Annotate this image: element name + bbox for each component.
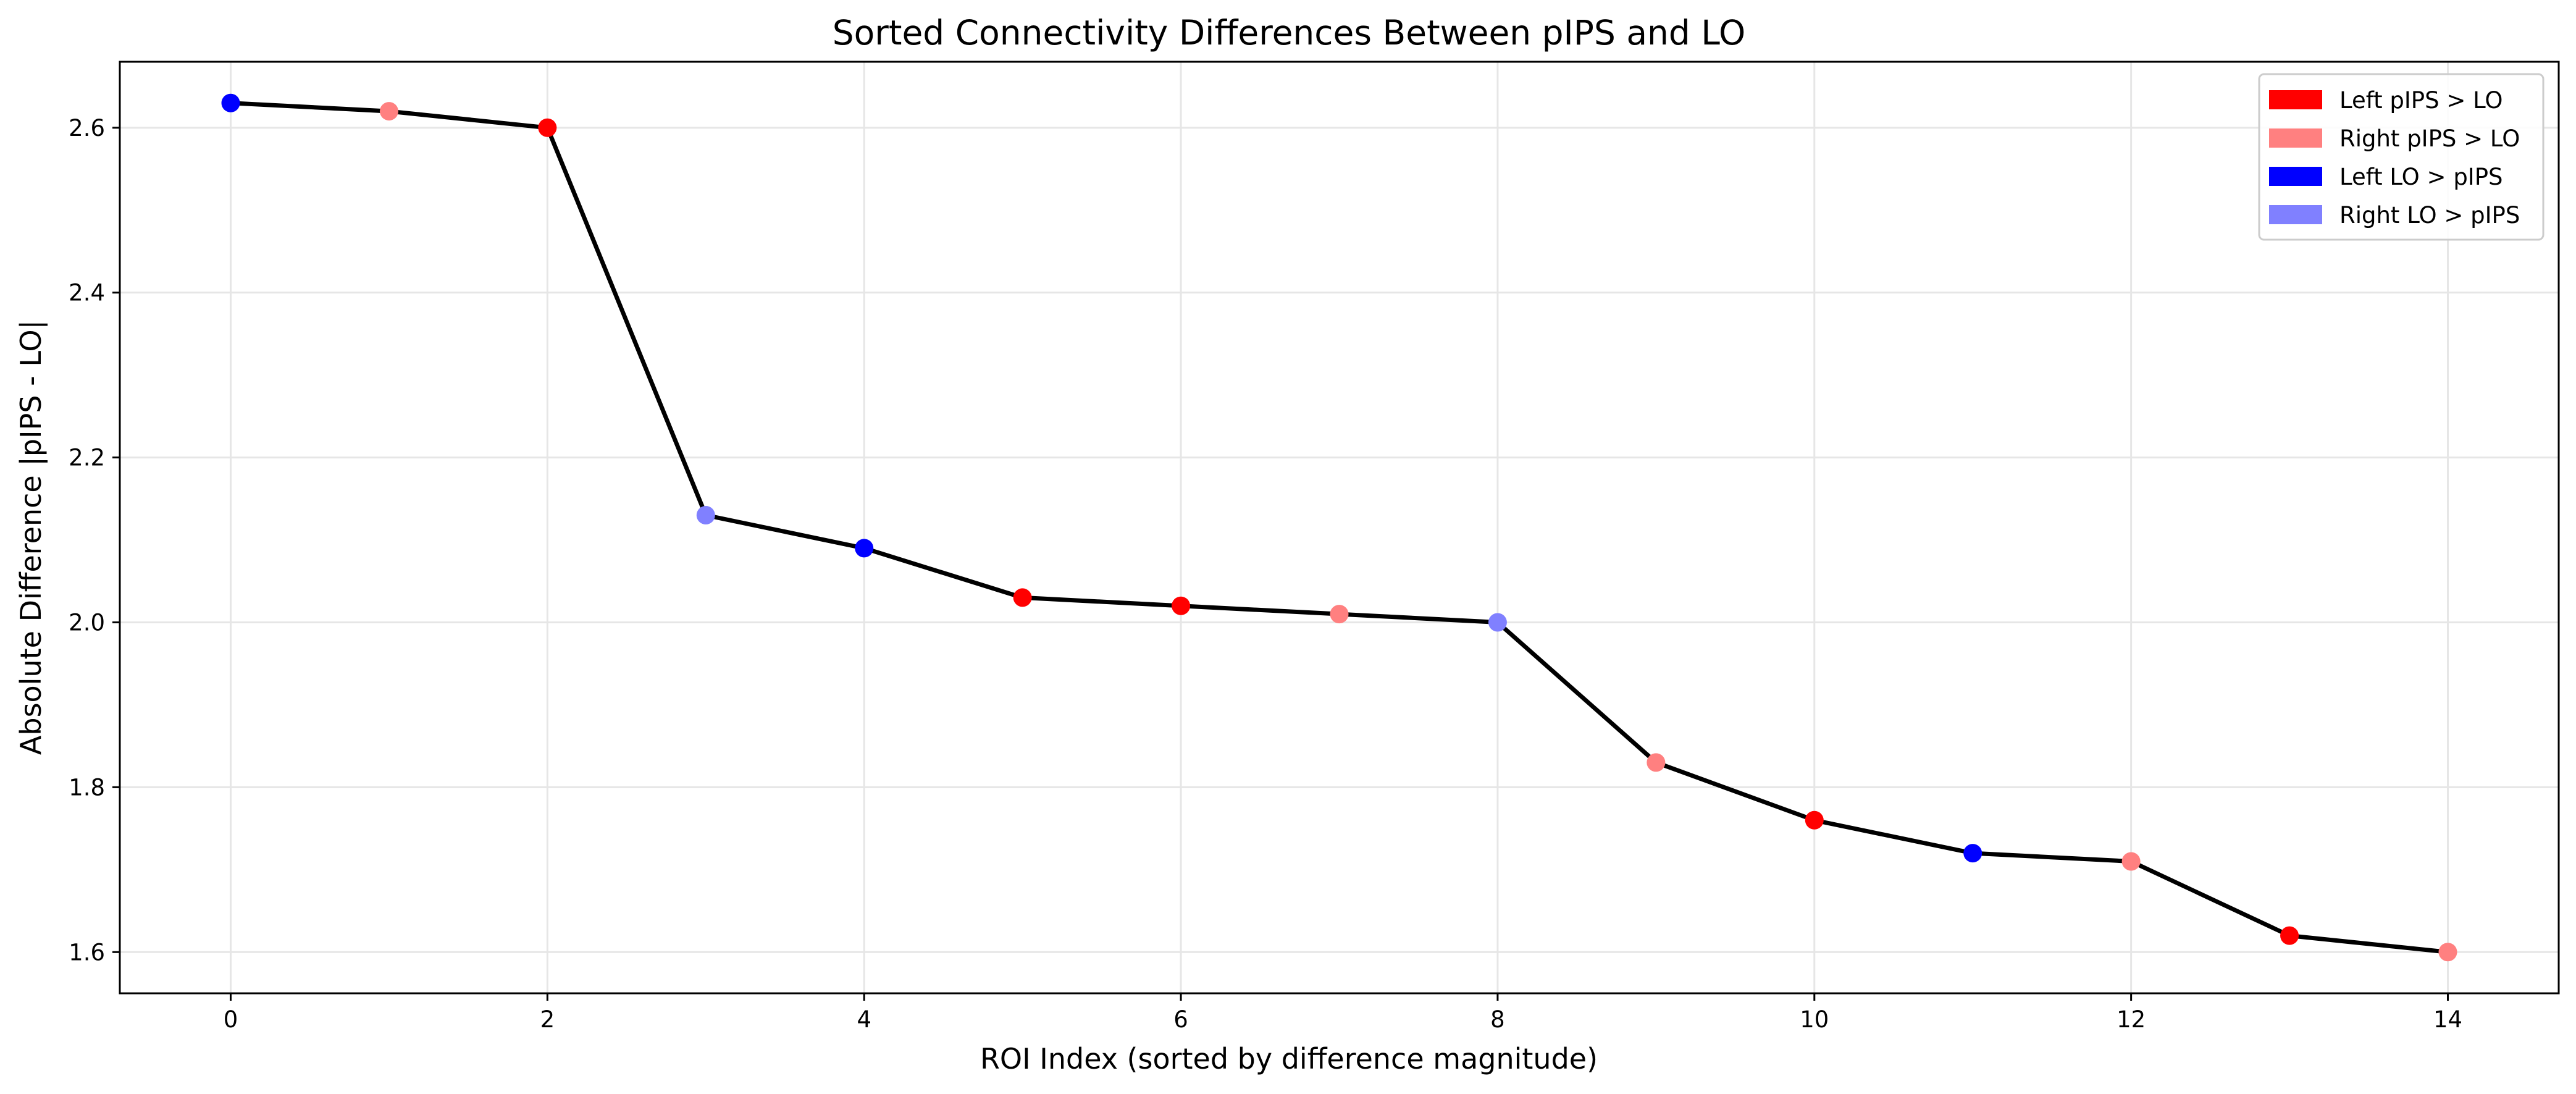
x-tick-label: 8: [1490, 1006, 1505, 1033]
data-point: [1805, 810, 1824, 830]
y-tick-label: 1.8: [69, 774, 105, 801]
data-point: [696, 505, 715, 524]
legend-label: Right pIPS > LO: [2339, 125, 2520, 152]
y-tick-label: 2.2: [69, 445, 105, 471]
data-points: [221, 93, 2457, 962]
data-point: [538, 118, 557, 137]
y-tick-label: 2.6: [69, 115, 105, 141]
data-point: [2280, 926, 2299, 945]
x-tick-label: 12: [2117, 1006, 2146, 1033]
data-point: [2438, 943, 2457, 962]
data-point: [1963, 844, 1982, 863]
y-tick-label: 2.4: [69, 280, 105, 306]
legend-label: Right LO > pIPS: [2339, 202, 2520, 229]
data-point: [1013, 588, 1032, 607]
y-axis-label: Absolute Difference |pIPS - LO|: [14, 320, 48, 755]
x-axis-ticks: 0 2 4 6 8 10 12 14: [224, 993, 2462, 1033]
x-tick-label: 10: [1800, 1006, 1829, 1033]
gridlines: [120, 62, 2559, 993]
legend-swatch: [2269, 205, 2322, 224]
legend-swatch: [2269, 167, 2322, 186]
legend-label: Left LO > pIPS: [2339, 164, 2503, 190]
chart-title: Sorted Connectivity Differences Between …: [833, 13, 1746, 53]
x-tick-label: 0: [224, 1006, 238, 1033]
data-point: [1488, 613, 1507, 632]
data-point: [855, 539, 874, 558]
series-line: [230, 101, 2448, 954]
series-line-group: [230, 101, 2448, 954]
data-point: [379, 102, 398, 121]
data-point: [2121, 852, 2141, 871]
legend-label: Left pIPS > LO: [2339, 87, 2503, 114]
data-point: [1172, 596, 1191, 615]
x-tick-label: 2: [540, 1006, 555, 1033]
legend: Left pIPS > LO Right pIPS > LO Left LO > p…: [2258, 73, 2545, 241]
y-tick-label: 2.0: [69, 609, 105, 636]
data-point: [221, 93, 240, 112]
x-tick-label: 6: [1173, 1006, 1188, 1033]
y-tick-label: 1.6: [69, 939, 105, 966]
legend-swatch: [2269, 90, 2322, 109]
data-point: [1647, 753, 1666, 772]
legend-swatch: [2269, 128, 2322, 148]
x-axis-label: ROI Index (sorted by difference magnitud…: [980, 1042, 1598, 1075]
x-tick-label: 4: [857, 1006, 871, 1033]
plot-area-frame: [119, 61, 2560, 995]
legend-box: [2258, 73, 2545, 241]
data-point: [1330, 605, 1349, 624]
y-axis-ticks: 1.6 1.8 2.0 2.2 2.4 2.6: [69, 115, 120, 966]
x-tick-label: 14: [2433, 1006, 2462, 1033]
